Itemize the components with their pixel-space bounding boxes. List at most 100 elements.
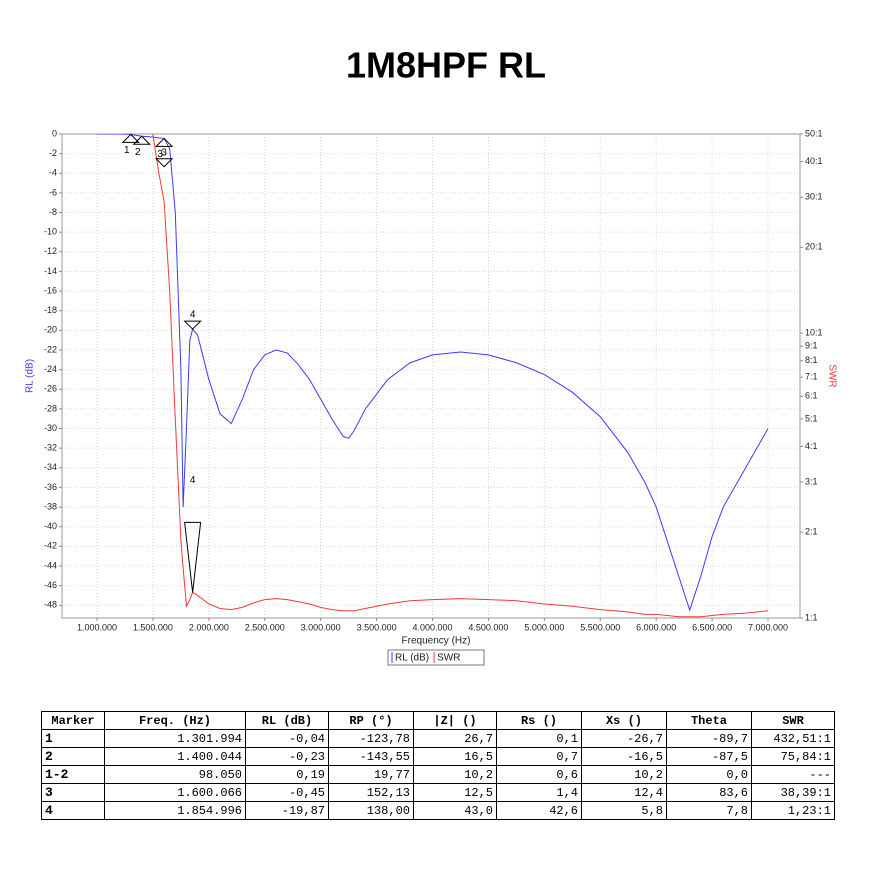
y-tick-label: -24 — [44, 364, 57, 374]
y-tick-label: -20 — [44, 325, 57, 335]
y2-tick-label: 1:1 — [805, 612, 818, 622]
x-axis-title: Frequency (Hz) — [402, 636, 471, 647]
chart: 1M8HPF RL Frequency (Hz) RL (dB) SWR 0 -2… — [25, 45, 837, 666]
table-cell: 138,00 — [328, 801, 414, 820]
y2-tick-label: 5:1 — [805, 413, 818, 423]
legend-box — [387, 649, 485, 666]
x-tick-label: 6.000.000 — [636, 622, 676, 632]
table-cell: 1-2 — [41, 765, 105, 784]
table-cell: 7,8 — [666, 801, 752, 820]
marker-table: Marker Freq. (Hz) RL (dB) RP (°) |Z| () Rs ()… — [41, 711, 835, 820]
y2-tick-label: 7:1 — [805, 372, 818, 382]
x-tick-label: 3.500.000 — [357, 622, 397, 632]
table-cell: 2 — [41, 747, 105, 766]
marker — [132, 135, 151, 145]
y-tick-label: -18 — [44, 305, 57, 315]
plot-area — [97, 134, 769, 618]
chart-title: 1M8HPF RL — [346, 45, 546, 86]
y-tick-label: -10 — [44, 227, 57, 237]
y-tick-label: -14 — [44, 266, 57, 276]
y-tick-label: -16 — [44, 285, 57, 295]
table-cell: 75,84:1 — [751, 747, 835, 766]
x-tick-label: 2.500.000 — [245, 622, 285, 632]
header-cell: Rs () — [496, 711, 582, 730]
y-tick-label: -4 — [49, 168, 57, 178]
table-cell: 0,6 — [496, 765, 582, 784]
y-tick-label: -38 — [44, 501, 57, 511]
marker-label: 4 — [190, 310, 196, 321]
table-cell: 152,13 — [328, 783, 414, 802]
table-cell: 42,6 — [496, 801, 582, 820]
y2-tick-label: 3:1 — [805, 476, 818, 486]
table-cell: 1.854.996 — [104, 801, 246, 820]
y-tick-label: -28 — [44, 403, 57, 413]
y-tick-label: -6 — [49, 187, 57, 197]
table-row: 4 1.854.996 -19,87 138,00 43,0 42,6 5,8 7,8 1,23… — [41, 801, 835, 820]
table-row: 1 1.301.994 -0,04 -123,78 26,7 0,1 -26,7 -89,7 4… — [41, 729, 835, 748]
y2-tick-label: 4:1 — [805, 441, 818, 451]
table-cell: 83,6 — [666, 783, 752, 802]
y-tick-label: -26 — [44, 384, 57, 394]
table-cell: 3 — [41, 783, 105, 802]
swr-marker — [184, 521, 202, 593]
y-tick-label: -12 — [44, 246, 57, 256]
table-cell: 10,2 — [581, 765, 667, 784]
table-cell: 16,5 — [413, 747, 497, 766]
table-cell: 1,4 — [496, 783, 582, 802]
y-axis-title: RL (dB) — [25, 359, 36, 393]
table-header: Marker Freq. (Hz) RL (dB) RP (°) |Z| () Rs ()… — [41, 711, 835, 730]
y-tick-label: -8 — [49, 207, 57, 217]
table-cell: -0,23 — [245, 747, 329, 766]
series-line — [97, 134, 769, 612]
y2-tick-label: 8:1 — [805, 355, 818, 365]
series-line — [152, 134, 769, 618]
table-cell: 5,8 — [581, 801, 667, 820]
table-cell: -26,7 — [581, 729, 667, 748]
y2-tick-label: 20:1 — [805, 242, 823, 252]
x-tick-label: 5.500.000 — [580, 622, 620, 632]
legend-label: RL (dB) — [395, 653, 429, 664]
table-cell: 0,7 — [496, 747, 582, 766]
table-cell: -89,7 — [666, 729, 752, 748]
y-tick-label: -40 — [44, 521, 57, 531]
table-row: 1-2 98.050 0,19 19,77 10,2 0,6 10,2 0,0 --- — [41, 765, 835, 784]
legend: RL (dB) SWR — [387, 649, 485, 666]
table-row: 2 1.400.044 -0,23 -143,55 16,5 0,7 -16,5 -87,5 7… — [41, 747, 835, 766]
table-cell: 0,0 — [666, 765, 752, 784]
marker-label: 2 — [135, 147, 141, 158]
x-tick-label: 3.000.000 — [301, 622, 341, 632]
table-cell: -143,55 — [328, 747, 414, 766]
header-cell: SWR — [751, 711, 835, 730]
y-tick-label: -44 — [44, 560, 57, 570]
header-cell: Marker — [41, 711, 105, 730]
table-cell: 38,39:1 — [751, 783, 835, 802]
table-cell: 43,0 — [413, 801, 497, 820]
y-tick-label: -36 — [44, 482, 57, 492]
header-cell: Theta — [666, 711, 752, 730]
table-cell: 98.050 — [104, 765, 246, 784]
y-tick-label: -46 — [44, 580, 57, 590]
y-tick-label: -34 — [44, 462, 57, 472]
header-cell: Xs () — [581, 711, 667, 730]
table-row: 3 1.600.066 -0,45 152,13 12,5 1,4 12,4 83,6 38,3… — [41, 783, 835, 802]
table-cell: 4 — [41, 801, 105, 820]
y2-tick-label: 10:1 — [805, 327, 823, 337]
marker-label: 3 — [157, 149, 163, 160]
y-tick-label: 0 — [52, 128, 57, 138]
table-cell: -87,5 — [666, 747, 752, 766]
table-cell: --- — [751, 765, 835, 784]
table-cell: -123,78 — [328, 729, 414, 748]
x-tick-label: 2.000.000 — [189, 622, 229, 632]
y-tick-label: -22 — [44, 344, 57, 354]
table-cell: 0,1 — [496, 729, 582, 748]
y2-axis-title: SWR — [826, 364, 837, 387]
y2-tick-label: 2:1 — [805, 527, 818, 537]
marker-label: 3 — [161, 147, 167, 158]
y-tick-label: -2 — [49, 148, 57, 158]
table-cell: 432,51:1 — [751, 729, 835, 748]
table-cell: 1,23:1 — [751, 801, 835, 820]
table-cell: 12,5 — [413, 783, 497, 802]
table-cell: 1.301.994 — [104, 729, 246, 748]
table-cell: 10,2 — [413, 765, 497, 784]
